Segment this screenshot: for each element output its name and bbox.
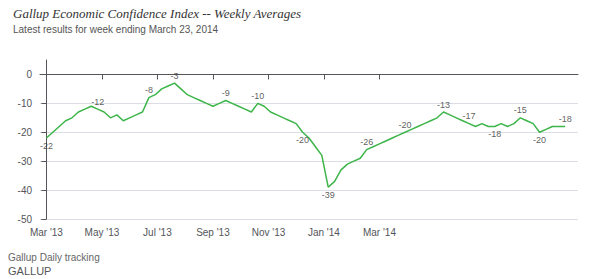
svg-text:-18: -18 bbox=[488, 129, 501, 139]
svg-text:-12: -12 bbox=[91, 97, 104, 107]
svg-text:GALLUP: GALLUP bbox=[8, 265, 51, 277]
svg-text:Latest results for week ending: Latest results for week ending March 23,… bbox=[13, 24, 219, 35]
svg-text:Jul '13: Jul '13 bbox=[143, 227, 172, 238]
svg-text:-20: -20 bbox=[18, 127, 33, 138]
svg-text:-18: -18 bbox=[559, 114, 572, 124]
svg-text:-30: -30 bbox=[18, 156, 33, 167]
svg-text:-8: -8 bbox=[145, 85, 153, 95]
svg-text:-15: -15 bbox=[514, 105, 527, 115]
svg-text:May '13: May '13 bbox=[85, 227, 120, 238]
svg-text:Sep '13: Sep '13 bbox=[196, 227, 230, 238]
svg-text:-20: -20 bbox=[296, 135, 309, 145]
svg-text:Jan '14: Jan '14 bbox=[308, 227, 340, 238]
svg-text:-40: -40 bbox=[18, 185, 33, 196]
svg-text:-39: -39 bbox=[322, 190, 335, 200]
svg-text:-13: -13 bbox=[437, 100, 450, 110]
svg-text:-10: -10 bbox=[251, 91, 264, 101]
svg-text:Nov '13: Nov '13 bbox=[252, 227, 286, 238]
svg-text:-20: -20 bbox=[399, 120, 412, 130]
svg-text:Gallup Daily tracking: Gallup Daily tracking bbox=[8, 252, 100, 263]
svg-text:Mar '14: Mar '14 bbox=[363, 227, 396, 238]
svg-text:0: 0 bbox=[26, 69, 32, 80]
svg-text:-22: -22 bbox=[40, 141, 53, 151]
svg-text:-20: -20 bbox=[533, 135, 546, 145]
svg-text:-10: -10 bbox=[18, 98, 33, 109]
svg-text:-9: -9 bbox=[222, 88, 230, 98]
svg-text:-17: -17 bbox=[463, 111, 476, 121]
svg-text:-3: -3 bbox=[170, 71, 178, 81]
svg-text:Mar '13: Mar '13 bbox=[30, 227, 63, 238]
svg-text:-26: -26 bbox=[360, 137, 373, 147]
svg-text:Gallup Economic Confidence Ind: Gallup Economic Confidence Index -- Week… bbox=[13, 6, 301, 21]
svg-text:-50: -50 bbox=[18, 214, 33, 225]
